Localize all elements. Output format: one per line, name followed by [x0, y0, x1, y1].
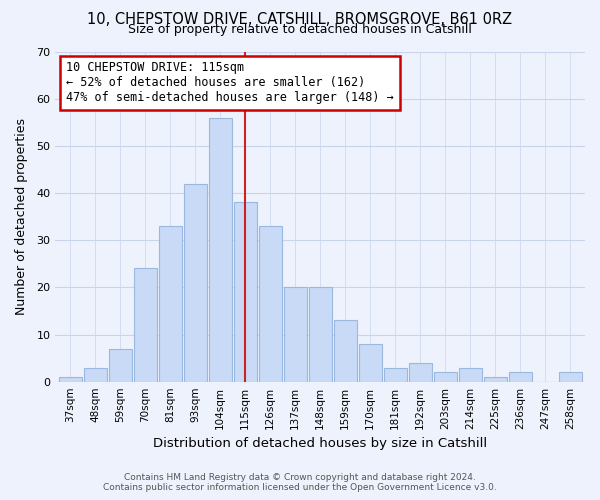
- Bar: [434, 372, 457, 382]
- Y-axis label: Number of detached properties: Number of detached properties: [15, 118, 28, 315]
- Bar: [84, 368, 107, 382]
- Bar: [359, 344, 382, 382]
- X-axis label: Distribution of detached houses by size in Catshill: Distribution of detached houses by size …: [153, 437, 487, 450]
- Text: Contains HM Land Registry data © Crown copyright and database right 2024.
Contai: Contains HM Land Registry data © Crown c…: [103, 473, 497, 492]
- Text: Size of property relative to detached houses in Catshill: Size of property relative to detached ho…: [128, 22, 472, 36]
- Bar: [159, 226, 182, 382]
- Bar: [234, 202, 257, 382]
- Bar: [308, 288, 332, 382]
- Bar: [209, 118, 232, 382]
- Text: 10 CHEPSTOW DRIVE: 115sqm
← 52% of detached houses are smaller (162)
47% of semi: 10 CHEPSTOW DRIVE: 115sqm ← 52% of detac…: [66, 62, 394, 104]
- Bar: [509, 372, 532, 382]
- Bar: [559, 372, 581, 382]
- Bar: [284, 288, 307, 382]
- Bar: [334, 320, 356, 382]
- Bar: [109, 348, 132, 382]
- Bar: [458, 368, 482, 382]
- Bar: [383, 368, 407, 382]
- Bar: [259, 226, 281, 382]
- Bar: [59, 377, 82, 382]
- Bar: [484, 377, 506, 382]
- Bar: [134, 268, 157, 382]
- Bar: [184, 184, 207, 382]
- Bar: [409, 363, 431, 382]
- Text: 10, CHEPSTOW DRIVE, CATSHILL, BROMSGROVE, B61 0RZ: 10, CHEPSTOW DRIVE, CATSHILL, BROMSGROVE…: [88, 12, 512, 28]
